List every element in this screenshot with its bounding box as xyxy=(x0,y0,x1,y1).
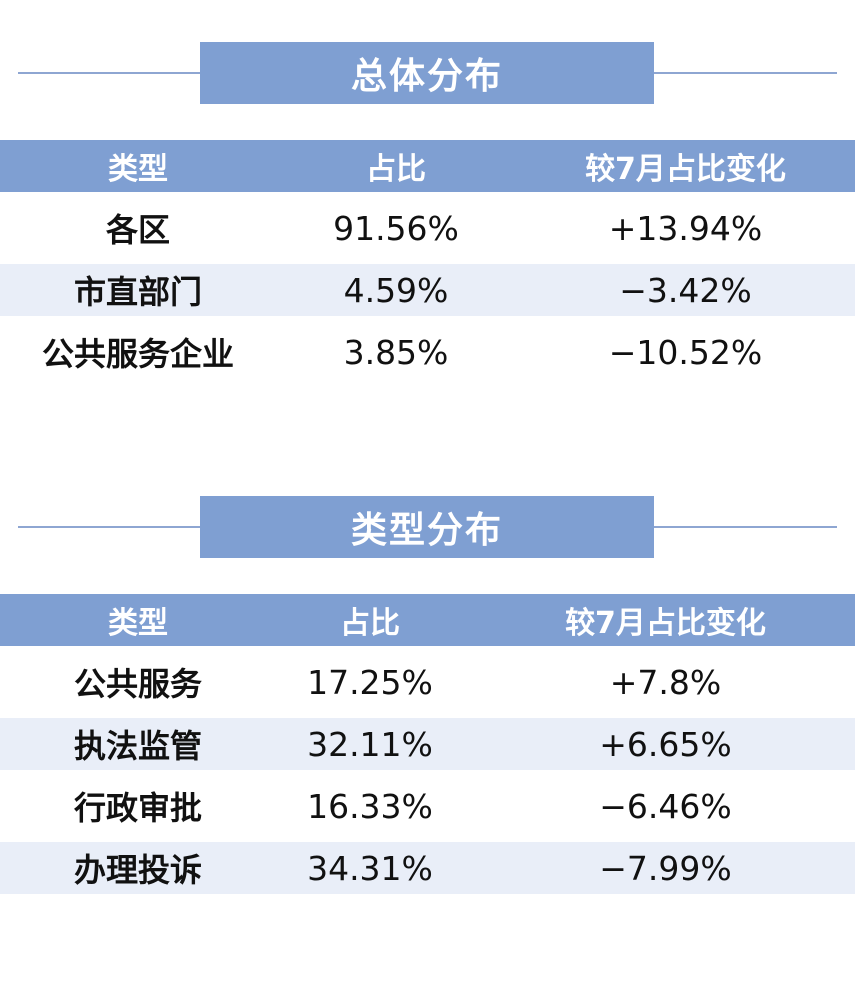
table-row: 行政审批 16.33% −6.46% xyxy=(0,780,855,832)
table-header-row: 类型 占比 较7月占比变化 xyxy=(0,594,855,646)
row-change: −3.42% xyxy=(619,270,752,310)
title-rule-left xyxy=(18,72,200,74)
overall-section-title: 总体分布 xyxy=(0,42,855,104)
header-share: 占比 xyxy=(366,152,426,187)
table-row: 各区 91.56% +13.94% xyxy=(0,202,855,254)
table-row: 公共服务 17.25% +7.8% xyxy=(0,656,855,708)
table-row: 公共服务企业 3.85% −10.52% xyxy=(0,326,855,378)
table-row: 市直部门 4.59% −3.42% xyxy=(0,264,855,316)
row-type: 公共服务企业 xyxy=(41,335,234,373)
category-title: 类型分布 xyxy=(200,496,654,558)
row-type: 行政审批 xyxy=(73,789,202,827)
header-type: 类型 xyxy=(108,152,168,187)
row-change: +7.8% xyxy=(609,662,722,702)
row-type: 公共服务 xyxy=(73,665,202,703)
title-rule-right xyxy=(654,526,837,528)
table-header-row: 类型 占比 较7月占比变化 xyxy=(0,140,855,192)
row-share: 32.11% xyxy=(307,724,433,764)
row-type: 各区 xyxy=(105,211,170,249)
header-change: 较7月占比变化 xyxy=(565,606,766,641)
row-share: 17.25% xyxy=(307,662,433,702)
row-share: 16.33% xyxy=(307,786,433,826)
row-change: −10.52% xyxy=(608,332,763,372)
table-row: 办理投诉 34.31% −7.99% xyxy=(0,842,855,894)
row-type: 市直部门 xyxy=(73,273,202,311)
row-change: −7.99% xyxy=(599,848,732,888)
title-rule-left xyxy=(18,526,200,528)
overall-table: 类型 占比 较7月占比变化 各区 91.56% +13.94% 市直部门 4.5… xyxy=(0,140,855,378)
row-change: +13.94% xyxy=(608,208,763,248)
header-type: 类型 xyxy=(108,606,168,641)
row-share: 34.31% xyxy=(307,848,433,888)
table-row: 执法监管 32.11% +6.65% xyxy=(0,718,855,770)
category-section-title: 类型分布 xyxy=(0,496,855,558)
overall-title: 总体分布 xyxy=(200,42,654,104)
header-share: 占比 xyxy=(340,606,400,641)
row-share: 91.56% xyxy=(333,208,459,248)
row-change: +6.65% xyxy=(599,724,732,764)
header-change: 较7月占比变化 xyxy=(585,152,786,187)
row-type: 办理投诉 xyxy=(73,851,202,889)
row-share: 4.59% xyxy=(343,270,449,310)
row-type: 执法监管 xyxy=(73,727,202,765)
row-change: −6.46% xyxy=(599,786,732,826)
category-table: 类型 占比 较7月占比变化 公共服务 17.25% +7.8% 执法监管 32.… xyxy=(0,594,855,894)
title-rule-right xyxy=(654,72,837,74)
row-share: 3.85% xyxy=(343,332,449,372)
